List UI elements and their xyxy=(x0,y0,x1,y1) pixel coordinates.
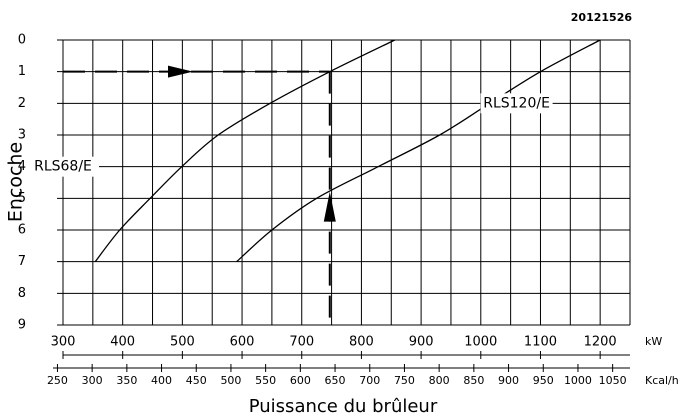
x-unit: kW xyxy=(645,335,662,348)
x-tick-label: 500 xyxy=(170,335,195,350)
y-tick-label: 7 xyxy=(18,254,26,269)
x-tick-label: 1000 xyxy=(464,335,497,350)
x2-tick-label: 900 xyxy=(498,374,519,387)
curve xyxy=(94,39,396,263)
x-tick-label: 800 xyxy=(349,335,374,350)
x-tick-label: 900 xyxy=(409,335,434,350)
y-tick-label: 3 xyxy=(18,128,26,143)
x2-tick-label: 1050 xyxy=(599,374,627,387)
x2-tick-label: 650 xyxy=(325,374,346,387)
x2-tick-label: 500 xyxy=(220,374,241,387)
x-tick-label: 1200 xyxy=(584,335,617,350)
x-tick-label: 400 xyxy=(110,335,135,350)
arrow xyxy=(168,65,193,78)
y-tick-label: 0 xyxy=(18,33,26,48)
x-tick-label: 700 xyxy=(289,335,314,350)
x2-tick-label: 350 xyxy=(116,374,137,387)
x-axis-label: Puissance du brûleur xyxy=(249,396,438,417)
y-tick-label: 1 xyxy=(18,64,26,79)
y-tick-label: 4 xyxy=(18,159,26,174)
x2-tick-label: 600 xyxy=(290,374,311,387)
series-label: RLS68/E xyxy=(34,159,92,175)
x2-tick-label: 700 xyxy=(359,374,380,387)
x2-tick-label: 300 xyxy=(82,374,103,387)
y-tick-label: 6 xyxy=(18,223,26,238)
x2-tick-label: 800 xyxy=(429,374,450,387)
y-tick-label: 9 xyxy=(18,318,26,333)
x-tick-label: 600 xyxy=(230,335,255,350)
x2-tick-label: 450 xyxy=(186,374,207,387)
x2-tick-label: 750 xyxy=(394,374,415,387)
y-tick-label: 5 xyxy=(18,191,26,206)
x2-tick-label: 400 xyxy=(151,374,172,387)
y-axis-label: Encoche xyxy=(5,142,27,222)
label-bg xyxy=(480,93,553,114)
x2-tick-label: 250 xyxy=(47,374,68,387)
curve xyxy=(236,39,601,263)
x2-tick-label: 850 xyxy=(463,374,484,387)
arrow xyxy=(323,191,336,222)
x2-tick-label: 550 xyxy=(255,374,276,387)
y-tick-label: 2 xyxy=(18,96,26,111)
label-bg xyxy=(27,156,99,177)
x2-unit: Kcal/h xyxy=(645,374,679,387)
series-label: RLS120/E xyxy=(483,95,550,111)
code: 20121526 xyxy=(571,11,633,24)
x-tick-label: 1100 xyxy=(524,335,557,350)
x2-tick-label: 950 xyxy=(533,374,554,387)
x-tick-label: 300 xyxy=(51,335,76,350)
x2-tick-label: 1000 xyxy=(564,374,592,387)
y-tick-label: 8 xyxy=(18,286,26,301)
